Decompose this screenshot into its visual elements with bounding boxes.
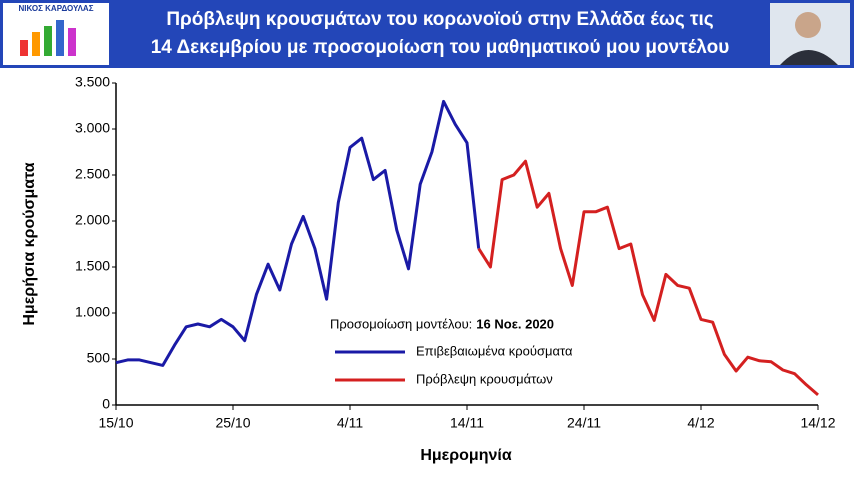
legend-label: Επιβεβαιωμένα κρούσματα <box>416 343 573 358</box>
logo-bar <box>20 40 28 56</box>
y-tick-label: 3.500 <box>75 74 110 90</box>
x-tick-label: 14/12 <box>800 415 835 431</box>
legend-date: 16 Νοε. 2020 <box>476 316 554 331</box>
logo-bar <box>56 20 64 56</box>
logo-text: ΝΙΚΟΣ ΚΑΡΔΟΥΛΑΣ <box>18 4 93 13</box>
header-band <box>0 0 854 68</box>
logo-bar <box>44 26 52 56</box>
title-line: Πρόβλεψη κρουσμάτων του κορωνοϊού στην Ε… <box>166 9 713 30</box>
x-axis-label: Ημερομηνία <box>420 447 512 464</box>
x-tick-label: 4/12 <box>687 415 714 431</box>
y-tick-label: 1.000 <box>75 304 110 320</box>
portrait-body <box>780 50 838 65</box>
y-tick-label: 500 <box>87 350 111 366</box>
legend: Προσομοίωση μοντέλου: 16 Νοε. 2020 <box>330 316 554 331</box>
logo-bar <box>68 28 76 56</box>
y-tick-label: 2.500 <box>75 166 110 182</box>
title-line: 14 Δεκεμβρίου με προσομοίωση του μαθηματ… <box>151 37 730 58</box>
y-tick-label: 3.000 <box>75 120 110 136</box>
y-tick-label: 0 <box>102 396 110 412</box>
y-axis-label: Ημερήσια κρούσματα <box>21 162 38 325</box>
y-tick-label: 1.500 <box>75 258 110 274</box>
series-line <box>477 159 819 397</box>
series-line <box>115 99 481 367</box>
x-tick-label: 25/10 <box>215 415 250 431</box>
y-tick-label: 2.000 <box>75 212 110 228</box>
portrait-head <box>795 12 821 38</box>
x-tick-label: 14/11 <box>450 415 484 431</box>
legend-label: Πρόβλεψη κρουσμάτων <box>416 371 553 386</box>
x-tick-label: 24/11 <box>567 415 601 431</box>
logo-bar <box>32 32 40 56</box>
legend-title: Προσομοίωση μοντέλου: <box>330 316 472 331</box>
x-tick-label: 4/11 <box>337 415 363 431</box>
x-tick-label: 15/10 <box>98 415 133 431</box>
